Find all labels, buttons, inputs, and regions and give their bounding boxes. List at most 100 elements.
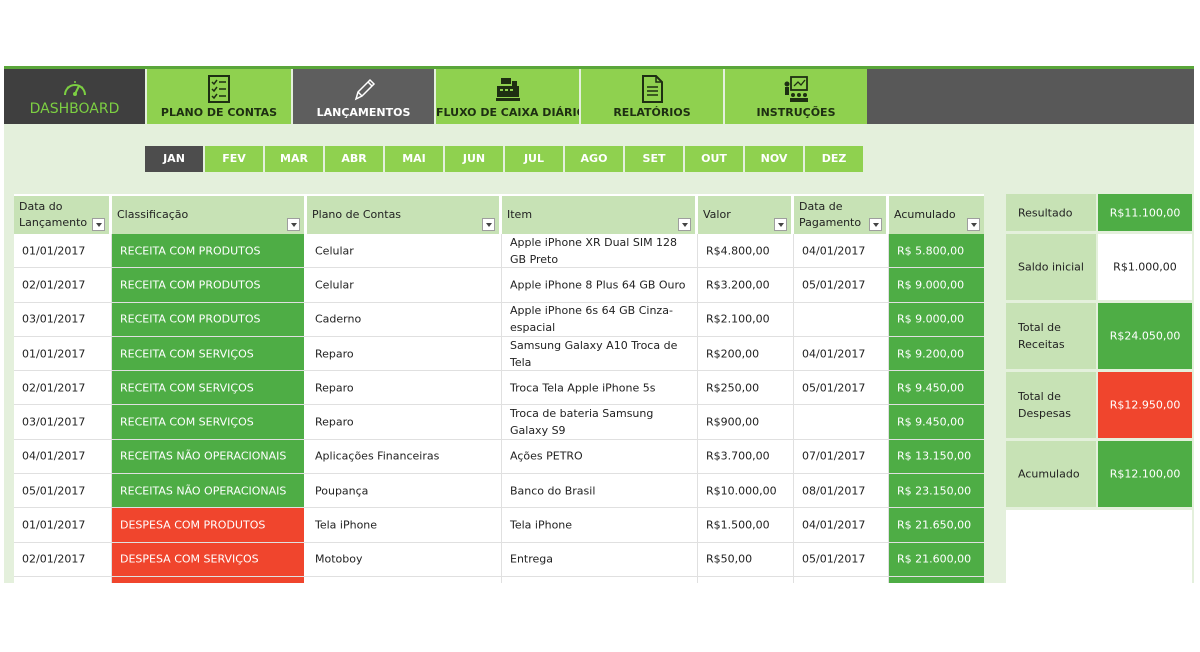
header-data-pagamento: Data de Pagamento: [794, 196, 889, 234]
cell-data-lancamento: 03/01/2017: [14, 405, 112, 439]
cell-data-lancamento: 03/01/2017: [14, 302, 112, 336]
summary-panel: Resultado R$11.100,00 Saldo inicial R$1.…: [1006, 194, 1192, 583]
summary-total-receitas-value: R$24.050,00: [1098, 303, 1192, 369]
cell-classificacao: RECEITA COM SERVIÇOS: [112, 371, 307, 405]
pencil-icon: [354, 78, 375, 101]
nav-relatorios[interactable]: RELATÓRIOS: [579, 69, 723, 124]
month-tab-jun[interactable]: JUN: [445, 146, 503, 172]
cell-valor: R$3.700,00: [698, 439, 794, 474]
cell-classificacao: RECEITAS NÃO OPERACIONAIS: [112, 439, 307, 474]
cell-acumulado: R$ 9.450,00: [889, 405, 984, 439]
cell-data-lancamento: [14, 576, 112, 583]
filter-dropdown-data-lancamento[interactable]: [92, 218, 105, 231]
table-row[interactable]: 02/01/2017 DESPESA COM SERVIÇOS Motoboy …: [14, 542, 984, 577]
summary-saldo-inicial-label: Saldo inicial: [1006, 234, 1096, 300]
cell-acumulado: R$ 9.200,00: [889, 336, 984, 371]
cell-data-pagamento: 05/01/2017: [794, 371, 889, 405]
cell-plano-de-contas: [307, 576, 502, 583]
cell-valor: R$200,00: [698, 336, 794, 371]
cell-data-pagamento: 05/01/2017: [794, 542, 889, 576]
table-row[interactable]: 03/01/2017 RECEITA COM SERVIÇOS Reparo T…: [14, 405, 984, 440]
month-tab-dez[interactable]: DEZ: [805, 146, 863, 172]
cell-data-lancamento: 01/01/2017: [14, 234, 112, 268]
nav-plano-de-contas[interactable]: PLANO DE CONTAS: [145, 69, 291, 124]
header-data-pagamento-label: Data de Pagamento: [799, 200, 862, 229]
nav-dashboard[interactable]: DASHBOARD: [4, 69, 145, 124]
table-header: Data do Lançamento Classificação Plano d…: [14, 194, 984, 234]
cell-valor: [698, 576, 794, 583]
cell-classificacao: RECEITA COM PRODUTOS: [112, 268, 307, 302]
cell-plano-de-contas: Reparo: [307, 371, 502, 405]
cell-item: [502, 576, 698, 583]
nav-instrucoes[interactable]: INSTRUÇÕES: [723, 69, 867, 124]
cell-valor: R$4.800,00: [698, 234, 794, 268]
nav-fluxo-de-caixa-label: FLUXO DE CAIXA DIÁRIO: [436, 106, 586, 119]
cell-data-pagamento: 04/01/2017: [794, 508, 889, 542]
filter-dropdown-plano-de-contas[interactable]: [482, 218, 495, 231]
lancamentos-table: Data do Lançamento Classificação Plano d…: [14, 194, 984, 583]
summary-acumulado-value: R$12.100,00: [1098, 441, 1192, 507]
month-tab-abr[interactable]: ABR: [325, 146, 383, 172]
filter-dropdown-classificacao[interactable]: [287, 218, 300, 231]
filter-dropdown-valor[interactable]: [774, 218, 787, 231]
nav-plano-de-contas-label: PLANO DE CONTAS: [160, 106, 278, 119]
table-row[interactable]: 01/01/2017 DESPESA COM PRODUTOS Tela iPh…: [14, 508, 984, 543]
nav-fluxo-de-caixa[interactable]: FLUXO DE CAIXA DIÁRIO: [434, 69, 586, 124]
cell-acumulado: R$ 9.450,00: [889, 371, 984, 405]
table-row[interactable]: 03/01/2017 RECEITA COM PRODUTOS Caderno …: [14, 302, 984, 337]
header-item: Item: [502, 196, 698, 234]
month-tab-out[interactable]: OUT: [685, 146, 743, 172]
filter-dropdown-item[interactable]: [678, 218, 691, 231]
cell-classificacao: RECEITA COM PRODUTOS: [112, 302, 307, 336]
header-data-lancamento: Data do Lançamento: [14, 196, 112, 234]
cell-plano-de-contas: Celular: [307, 234, 502, 268]
cell-plano-de-contas: Caderno: [307, 302, 502, 336]
cell-item: Apple iPhone 8 Plus 64 GB Ouro: [502, 268, 698, 302]
cell-acumulado: R$ 5.800,00: [889, 234, 984, 268]
table-row[interactable]: 05/01/2017 RECEITAS NÃO OPERACIONAIS Pou…: [14, 474, 984, 509]
cell-plano-de-contas: Aplicações Financeiras: [307, 439, 502, 474]
table-row[interactable]: 01/01/2017 RECEITA COM SERVIÇOS Reparo S…: [14, 336, 984, 372]
summary-resultado: Resultado R$11.100,00: [1006, 194, 1192, 234]
cell-data-pagamento: 08/01/2017: [794, 474, 889, 508]
table-row[interactable]: 02/01/2017 RECEITA COM SERVIÇOS Reparo T…: [14, 371, 984, 406]
month-tab-nov[interactable]: NOV: [745, 146, 803, 172]
month-tab-set[interactable]: SET: [625, 146, 683, 172]
cell-data-pagamento: 05/01/2017: [794, 268, 889, 302]
table-body: 01/01/2017 RECEITA COM PRODUTOS Celular …: [14, 234, 984, 583]
table-row[interactable]: 04/01/2017 RECEITAS NÃO OPERACIONAIS Apl…: [14, 439, 984, 475]
cell-item: Entrega: [502, 542, 698, 576]
cell-plano-de-contas: Celular: [307, 268, 502, 302]
cell-valor: R$3.200,00: [698, 268, 794, 302]
cell-data-lancamento: 04/01/2017: [14, 439, 112, 474]
summary-total-despesas-value: R$12.950,00: [1098, 372, 1192, 438]
checklist-icon: [208, 75, 230, 103]
cell-acumulado: R$ 21.650,00: [889, 508, 984, 542]
presentation-icon: [784, 76, 808, 102]
cell-classificacao: RECEITA COM SERVIÇOS: [112, 405, 307, 439]
cell-plano-de-contas: Poupança: [307, 474, 502, 508]
header-data-lancamento-label: Data do Lançamento: [19, 200, 88, 229]
cell-item: Apple iPhone XR Dual SIM 128 GB Preto: [502, 234, 698, 268]
summary-resultado-label: Resultado: [1006, 194, 1096, 231]
nav-instrucoes-label: INSTRUÇÕES: [756, 106, 836, 119]
nav-lancamentos[interactable]: LANÇAMENTOS: [291, 69, 434, 124]
cell-item: Banco do Brasil: [502, 474, 698, 508]
header-plano-de-contas: Plano de Contas: [307, 196, 502, 234]
cell-classificacao: RECEITA COM SERVIÇOS: [112, 336, 307, 371]
month-tab-ago[interactable]: AGO: [565, 146, 623, 172]
filter-dropdown-data-pagamento[interactable]: [869, 218, 882, 231]
cell-classificacao: DESPESA COM PRODUTOS: [112, 508, 307, 542]
table-row[interactable]: 02/01/2017 RECEITA COM PRODUTOS Celular …: [14, 268, 984, 303]
cell-acumulado: R$ 9.000,00: [889, 268, 984, 302]
month-tab-jan[interactable]: JAN: [145, 146, 203, 172]
cell-item: Troca Tela Apple iPhone 5s: [502, 371, 698, 405]
month-tab-fev[interactable]: FEV: [205, 146, 263, 172]
table-row[interactable]: 01/01/2017 RECEITA COM PRODUTOS Celular …: [14, 234, 984, 269]
summary-total-despesas: Total de Despesas R$12.950,00: [1006, 372, 1192, 441]
month-tab-mar[interactable]: MAR: [265, 146, 323, 172]
filter-dropdown-acumulado[interactable]: [967, 218, 980, 231]
month-tab-mai[interactable]: MAI: [385, 146, 443, 172]
month-tab-jul[interactable]: JUL: [505, 146, 563, 172]
cell-data-pagamento: 04/01/2017: [794, 234, 889, 268]
